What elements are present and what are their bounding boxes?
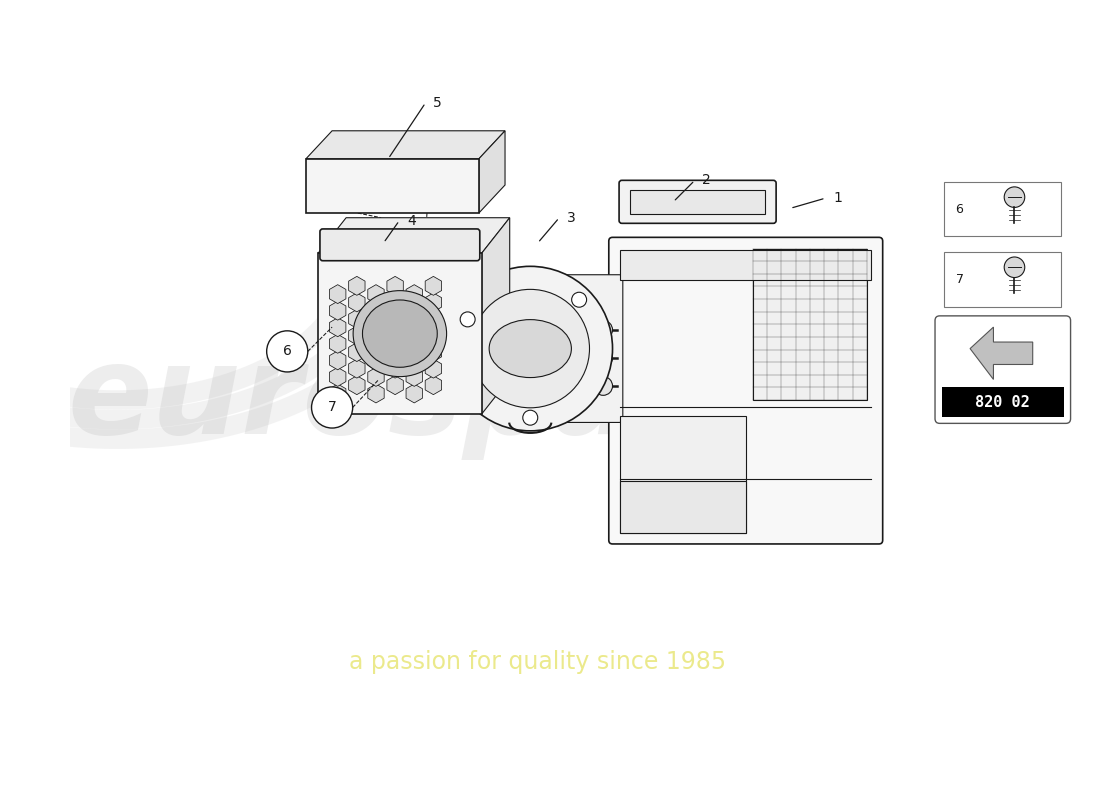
Bar	[752, 249, 867, 400]
Bar	[620, 482, 746, 533]
Polygon shape	[306, 130, 505, 159]
Text: 7: 7	[956, 273, 964, 286]
Circle shape	[1004, 257, 1025, 278]
Bar	[573, 323, 578, 337]
Text: a passion for quality since 1985: a passion for quality since 1985	[349, 650, 726, 674]
FancyBboxPatch shape	[619, 180, 777, 223]
Circle shape	[311, 387, 353, 428]
Circle shape	[594, 349, 613, 367]
Circle shape	[448, 266, 613, 431]
Bar	[945, 182, 1062, 237]
Text: 5: 5	[433, 96, 442, 110]
FancyBboxPatch shape	[935, 316, 1070, 423]
Bar	[573, 379, 578, 393]
Ellipse shape	[490, 320, 571, 378]
Polygon shape	[318, 218, 509, 254]
FancyBboxPatch shape	[320, 229, 480, 261]
Polygon shape	[306, 159, 478, 213]
Circle shape	[471, 290, 590, 408]
FancyBboxPatch shape	[608, 238, 882, 544]
Bar	[620, 250, 871, 280]
Bar	[945, 252, 1062, 306]
Bar	[942, 387, 1064, 417]
Polygon shape	[482, 218, 509, 414]
Text: 6: 6	[283, 344, 292, 358]
Ellipse shape	[363, 300, 438, 367]
Circle shape	[594, 377, 613, 395]
Bar	[630, 190, 764, 214]
Text: 7: 7	[328, 401, 337, 414]
Circle shape	[460, 312, 475, 327]
Circle shape	[1004, 187, 1025, 207]
Polygon shape	[318, 254, 482, 414]
Polygon shape	[478, 130, 505, 213]
Circle shape	[522, 410, 538, 425]
Ellipse shape	[353, 290, 447, 377]
Text: eurospares: eurospares	[68, 339, 858, 461]
Polygon shape	[970, 327, 1033, 379]
Text: 6: 6	[956, 203, 964, 216]
Text: 1: 1	[833, 191, 842, 205]
Text: 820 02: 820 02	[976, 395, 1031, 410]
FancyBboxPatch shape	[558, 274, 623, 422]
Text: 2: 2	[702, 174, 711, 187]
Bar	[573, 351, 578, 365]
Text: 4: 4	[407, 214, 416, 227]
Circle shape	[266, 331, 308, 372]
Circle shape	[572, 292, 586, 307]
Text: 3: 3	[566, 210, 575, 225]
Bar	[620, 416, 746, 533]
Circle shape	[594, 321, 613, 339]
